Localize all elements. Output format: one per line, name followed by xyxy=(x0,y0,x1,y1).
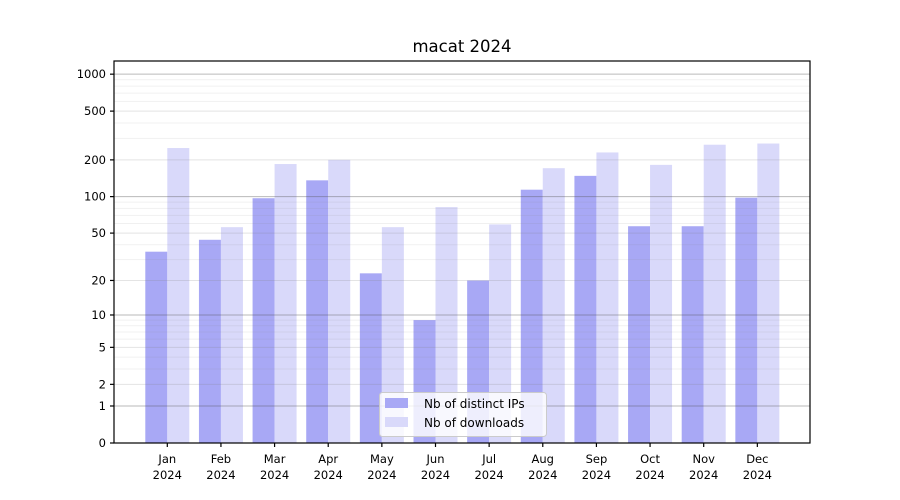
y-tick-label: 50 xyxy=(91,226,106,240)
legend-swatch-downloads xyxy=(385,417,408,427)
bar-ips-mar xyxy=(252,198,275,443)
x-tick-label-month: Aug xyxy=(532,452,554,466)
x-tick-label-year: 2024 xyxy=(367,468,396,482)
x-tick-label-month: Sep xyxy=(586,452,608,466)
x-tick-label-month: Apr xyxy=(318,452,338,466)
bar-downloads-dec xyxy=(757,143,780,443)
x-tick-label-month: Jun xyxy=(426,452,445,466)
bar-ips-oct xyxy=(628,226,651,443)
x-tick-label-year: 2024 xyxy=(153,468,182,482)
legend-label-downloads: Nb of downloads xyxy=(424,416,524,430)
legend-label-ips: Nb of distinct IPs xyxy=(424,397,525,411)
y-tick-label: 2 xyxy=(99,377,106,391)
bar-ips-nov xyxy=(681,226,704,443)
x-tick-label-year: 2024 xyxy=(474,468,503,482)
y-tick-label: 20 xyxy=(91,273,106,287)
bar-downloads-oct xyxy=(650,164,673,444)
x-tick-label-month: Feb xyxy=(211,452,231,466)
axis-spine xyxy=(113,60,811,444)
bar-ips-dec xyxy=(735,197,758,443)
bar-downloads-apr xyxy=(328,159,351,443)
bars-group xyxy=(145,143,780,444)
bar-ips-feb xyxy=(198,239,221,443)
x-tick-label-month: Jul xyxy=(481,452,496,466)
y-tick-label: 100 xyxy=(84,190,106,204)
x-tick-label-year: 2024 xyxy=(743,468,772,482)
y-tick-label: 200 xyxy=(84,153,106,167)
bar-ips-sep xyxy=(574,175,597,443)
bar-ips-aug xyxy=(520,189,543,443)
x-tick-label-year: 2024 xyxy=(206,468,235,482)
x-tick-label-month: Nov xyxy=(692,452,715,466)
gridlines-group xyxy=(114,73,810,407)
bar-downloads-jun xyxy=(435,207,458,443)
bar-downloads-jan xyxy=(167,148,190,444)
bar-downloads-may xyxy=(381,227,404,443)
x-tick-label-year: 2024 xyxy=(582,468,611,482)
legend-swatch-ips xyxy=(385,398,408,408)
x-tick-label-year: 2024 xyxy=(314,468,343,482)
y-tick-label: 1000 xyxy=(77,67,106,81)
bar-ips-jan xyxy=(145,251,168,443)
bar-downloads-jul xyxy=(489,224,512,443)
x-tick-label-month: Jan xyxy=(157,452,176,466)
bar-downloads-mar xyxy=(274,164,297,443)
x-tick-label-month: Mar xyxy=(264,452,286,466)
x-tick-label-month: May xyxy=(370,452,394,466)
x-tick-label-year: 2024 xyxy=(528,468,557,482)
tick-labels-group: 0 1 2 5 10 20 50 100 200 500 1000 Jan 2024 Feb 2024 Mar… xyxy=(77,67,772,482)
bar-downloads-nov xyxy=(703,144,726,443)
bar-downloads-sep xyxy=(596,152,619,443)
y-tick-label: 1 xyxy=(99,399,106,413)
y-tick-label: 0 xyxy=(99,436,106,450)
x-tick-label-year: 2024 xyxy=(635,468,664,482)
x-tick-label-month: Oct xyxy=(640,452,660,466)
chart-title: macat 2024 xyxy=(412,37,511,56)
bar-ips-may xyxy=(359,273,382,443)
title-group: macat 2024 xyxy=(412,37,511,56)
x-tick-label-year: 2024 xyxy=(421,468,450,482)
axes-group xyxy=(110,60,811,447)
legend-box xyxy=(379,392,547,437)
bar-downloads-aug xyxy=(542,168,565,444)
y-tick-label: 500 xyxy=(84,104,106,118)
legend-group: Nb of distinct IPs Nb of downloads xyxy=(379,392,547,437)
x-tick-label-year: 2024 xyxy=(689,468,718,482)
y-tick-label: 5 xyxy=(99,340,106,354)
x-tick-label-month: Dec xyxy=(746,452,768,466)
y-tick-label: 10 xyxy=(91,308,106,322)
x-tick-label-year: 2024 xyxy=(260,468,289,482)
bar-ips-apr xyxy=(306,180,329,443)
bar-downloads-feb xyxy=(220,227,243,443)
